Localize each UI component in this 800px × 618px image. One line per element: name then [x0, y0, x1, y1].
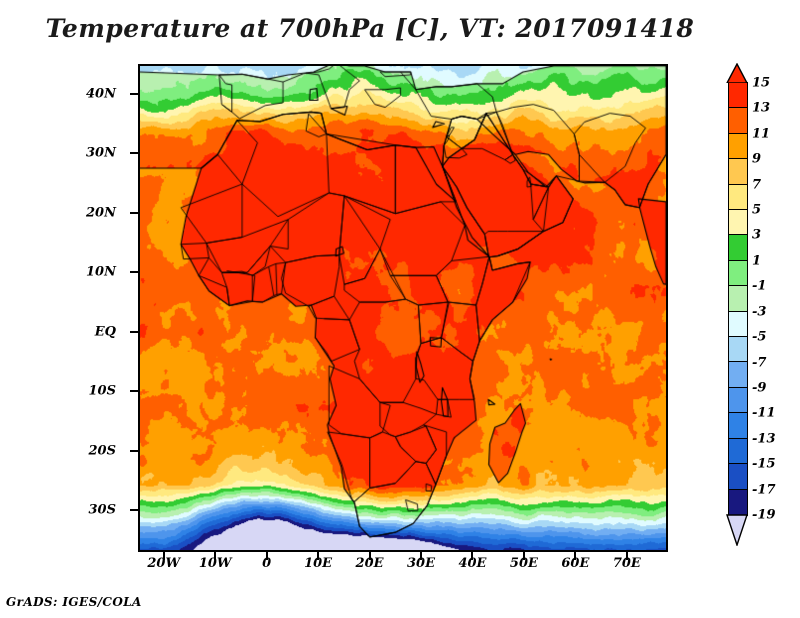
colorbar-tick-label: -3 [752, 304, 767, 320]
colorbar-band [729, 83, 747, 109]
colorbar-tick-label: 13 [752, 100, 771, 116]
map-plot-area [138, 64, 668, 552]
x-axis-tick-label: 0 [262, 556, 272, 571]
colorbar-band [729, 362, 747, 388]
x-axis-tick-label: 50E [509, 556, 538, 571]
y-axis-tick-mark [130, 449, 138, 452]
colorbar-band [729, 438, 747, 465]
colorbar-tick-label: -9 [752, 380, 767, 396]
x-axis-tick-label: 10W [198, 556, 232, 571]
colorbar-tick-label: 1 [752, 253, 762, 269]
y-axis-tick-mark [130, 152, 138, 155]
footer-credit: GrADS: IGES/COLA [6, 595, 142, 609]
y-axis-tick-mark [130, 92, 138, 95]
y-axis-tick-label: 40N [86, 86, 116, 102]
x-axis-tick-label: 40E [458, 556, 487, 571]
y-axis-tick-label: 10N [86, 264, 116, 280]
colorbar-tick-label: 5 [752, 202, 762, 218]
y-axis-tick-mark [130, 509, 138, 512]
y-axis-tick-mark [130, 211, 138, 214]
colorbar-tick-label: -1 [752, 278, 767, 294]
colorbar-tick-label: 3 [752, 227, 762, 243]
colorbar-over-arrow-outline [726, 63, 748, 83]
colorbar-tick-label: 11 [752, 126, 771, 142]
colorbar-band [729, 311, 747, 338]
colorbar-band [729, 133, 747, 160]
y-axis-tick-label: 20N [86, 205, 116, 221]
x-axis-tick-mark [265, 552, 268, 560]
colorbar-tick-label: 9 [752, 151, 762, 167]
colorbar-tick-label: -7 [752, 355, 767, 371]
x-axis-tick-mark [420, 552, 422, 560]
x-axis-tick-mark [214, 552, 217, 560]
colorbar-tick-label: 7 [752, 177, 762, 193]
page-title: Temperature at 700hPa [C], VT: 201709141… [45, 14, 695, 43]
colorbar-band [729, 235, 747, 261]
y-axis-tick-mark [130, 330, 138, 333]
x-axis-tick-label: 70E [612, 556, 641, 571]
colorbar-band [729, 464, 747, 490]
x-axis-tick-mark [522, 552, 525, 560]
x-axis-tick-mark [574, 552, 577, 560]
y-axis-tick-label: EQ [94, 324, 116, 340]
x-axis-tick-mark [162, 552, 165, 560]
colorbar-band [729, 387, 747, 414]
colorbar-band [729, 159, 747, 185]
colorbar-tick-label: -15 [752, 456, 776, 472]
x-axis-tick-label: 60E [561, 556, 590, 571]
x-axis-tick-label: 20W [147, 556, 181, 571]
y-axis-tick-label: 10S [88, 383, 116, 399]
colorbar-tick-label: -5 [752, 329, 767, 345]
y-axis-tick-mark [130, 271, 138, 274]
x-axis-tick-mark [368, 552, 371, 560]
colorbar-band [729, 286, 747, 312]
colorbar-under-arrow-outline [726, 514, 748, 546]
temperature-field-canvas [140, 66, 666, 550]
y-axis-tick-label: 20S [88, 443, 116, 459]
y-axis-tick-label: 30N [86, 145, 116, 161]
x-axis-tick-mark [625, 552, 628, 560]
colorbar-band [729, 108, 747, 134]
colorbar-tick-label: -17 [752, 482, 776, 498]
colorbar-band [729, 184, 747, 211]
colorbar-band [729, 337, 747, 363]
colorbar-band [729, 210, 747, 236]
x-axis-tick-mark [317, 552, 320, 560]
colorbar-tick-label: 15 [752, 75, 771, 91]
colorbar [728, 82, 748, 516]
colorbar-band [729, 489, 747, 515]
x-axis-tick-label: 30E [407, 556, 435, 571]
colorbar-band [729, 413, 747, 439]
colorbar-tick-label: -11 [752, 405, 776, 421]
colorbar-tick-label: -13 [752, 431, 776, 447]
x-axis-tick-label: 10E [304, 556, 333, 571]
x-axis-tick-mark [471, 552, 474, 560]
y-axis-tick-label: 30S [88, 502, 116, 518]
colorbar-band [729, 260, 747, 287]
x-axis-tick-label: 20E [355, 556, 384, 571]
colorbar-tick-label: -19 [752, 507, 776, 523]
y-axis-tick-mark [130, 390, 138, 393]
